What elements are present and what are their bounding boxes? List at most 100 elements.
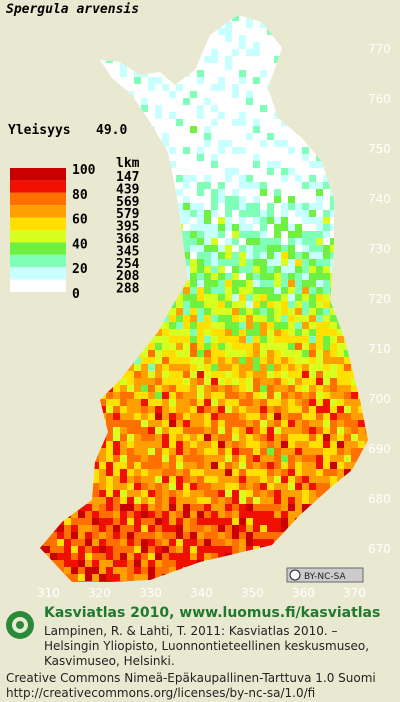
map-cell xyxy=(260,266,267,273)
map-cell xyxy=(176,350,183,357)
map-cell xyxy=(330,168,337,175)
map-cell xyxy=(141,56,148,63)
map-cell xyxy=(218,462,225,469)
map-cell xyxy=(232,70,239,77)
map-cell xyxy=(204,385,211,392)
map-cell xyxy=(232,21,239,28)
map-cell xyxy=(78,476,85,483)
map-cell xyxy=(225,210,232,217)
map-cell xyxy=(113,63,120,70)
map-cell xyxy=(92,294,99,301)
map-cell xyxy=(92,70,99,77)
map-cell xyxy=(239,56,246,63)
legend-swatch xyxy=(10,230,66,243)
map-cell xyxy=(197,224,204,231)
map-cell xyxy=(218,175,225,182)
map-cell xyxy=(309,308,316,315)
map-cell xyxy=(253,490,260,497)
map-cell xyxy=(176,133,183,140)
map-cell xyxy=(323,119,330,126)
map-cell xyxy=(330,455,337,462)
map-cell xyxy=(197,329,204,336)
map-cell xyxy=(239,182,246,189)
map-cell xyxy=(253,280,260,287)
map-cell xyxy=(113,77,120,84)
map-cell xyxy=(127,21,134,28)
map-cell xyxy=(309,427,316,434)
map-cell xyxy=(365,15,368,21)
map-cell xyxy=(50,84,57,91)
map-cell xyxy=(155,406,162,413)
map-cell xyxy=(225,357,232,364)
map-cell xyxy=(323,504,330,511)
map-cell xyxy=(127,427,134,434)
map-cell xyxy=(288,301,295,308)
map-cell xyxy=(106,56,113,63)
map-cell xyxy=(43,56,50,63)
map-cell xyxy=(204,175,211,182)
map-cell xyxy=(232,15,239,21)
map-cell xyxy=(71,154,78,161)
map-cell xyxy=(344,301,351,308)
map-cell xyxy=(204,357,211,364)
map-cell xyxy=(274,224,281,231)
map-cell xyxy=(50,350,57,357)
map-cell xyxy=(260,497,267,504)
x-coordinate: 360 xyxy=(292,586,315,600)
map-cell xyxy=(358,378,365,385)
map-cell xyxy=(309,294,316,301)
map-cell xyxy=(106,392,113,399)
map-cell xyxy=(323,497,330,504)
map-cell xyxy=(246,504,253,511)
map-cell xyxy=(302,518,309,525)
map-cell xyxy=(211,154,218,161)
map-cell xyxy=(176,210,183,217)
map-cell xyxy=(225,63,232,70)
map-cell xyxy=(106,357,113,364)
map-cell xyxy=(330,434,337,441)
map-cell xyxy=(204,343,211,350)
map-cell xyxy=(162,238,169,245)
map-cell xyxy=(155,21,162,28)
map-cell xyxy=(267,574,274,581)
map-cell xyxy=(50,553,57,560)
map-cell xyxy=(57,441,64,448)
map-cell xyxy=(204,15,211,21)
map-cell xyxy=(365,560,368,567)
map-cell xyxy=(330,371,337,378)
map-cell xyxy=(309,371,316,378)
map-cell xyxy=(183,15,190,21)
map-cell xyxy=(337,483,344,490)
map-cell xyxy=(323,126,330,133)
map-cell xyxy=(78,140,85,147)
map-cell xyxy=(148,147,155,154)
map-cell xyxy=(176,70,183,77)
map-cell xyxy=(358,399,365,406)
map-cell xyxy=(232,588,239,595)
map-cell xyxy=(302,357,309,364)
map-cell xyxy=(281,539,288,546)
map-cell xyxy=(274,112,281,119)
map-cell xyxy=(302,266,309,273)
map-cell xyxy=(190,476,197,483)
map-cell xyxy=(211,539,218,546)
map-cell xyxy=(260,539,267,546)
map-cell xyxy=(323,252,330,259)
map-cell xyxy=(190,15,197,21)
map-cell xyxy=(351,462,358,469)
map-cell xyxy=(141,21,148,28)
map-cell xyxy=(337,42,344,49)
map-cell xyxy=(148,70,155,77)
map-cell xyxy=(120,588,127,595)
map-cell xyxy=(64,553,71,560)
map-cell xyxy=(302,511,309,518)
map-cell xyxy=(162,133,169,140)
map-cell xyxy=(78,350,85,357)
map-cell xyxy=(78,560,85,567)
map-cell xyxy=(78,378,85,385)
map-cell xyxy=(323,133,330,140)
map-cell xyxy=(106,175,113,182)
map-cell xyxy=(351,406,358,413)
map-cell xyxy=(155,574,162,581)
map-cell xyxy=(183,469,190,476)
